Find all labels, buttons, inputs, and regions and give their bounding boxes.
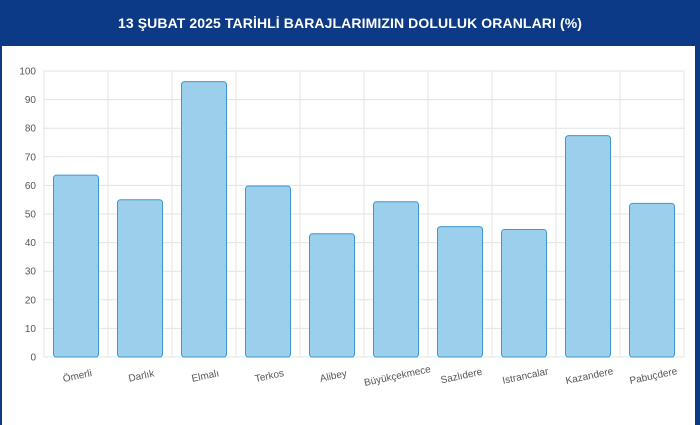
y-tick-label: 70 (25, 152, 37, 163)
x-category-label: Alibey (319, 368, 348, 384)
x-category-label: Darlık (128, 368, 157, 384)
x-category-label: Ömerli (62, 367, 93, 385)
bar (501, 228, 547, 358)
x-category-label: Istrancalar (502, 366, 551, 387)
y-tick-label: 10 (25, 324, 37, 335)
bar (181, 81, 227, 358)
y-axis-ticks: 0 10 20 30 40 50 60 70 80 90 100 (19, 67, 36, 364)
y-tick-label: 60 (25, 181, 37, 192)
bar (53, 174, 99, 358)
bar (565, 135, 611, 358)
y-tick-label: 30 (25, 267, 37, 278)
chart-title: 13 ŞUBAT 2025 TARİHLİ BARAJLARIMIZIN DOL… (117, 15, 583, 31)
y-tick-label: 20 (25, 295, 37, 306)
bars (53, 81, 675, 358)
bar (437, 226, 483, 358)
y-tick-label: 100 (19, 67, 36, 78)
bar (629, 202, 675, 358)
chart-header: 13 ŞUBAT 2025 TARİHLİ BARAJLARIMIZIN DOL… (0, 0, 700, 46)
y-tick-label: 40 (25, 238, 37, 249)
x-category-label: Elmalı (191, 368, 220, 385)
y-tick-label: 50 (25, 210, 37, 221)
y-tick-label: 80 (25, 124, 37, 135)
x-category-label: Büyükçekmece (363, 364, 432, 389)
y-tick-label: 0 (30, 353, 36, 364)
x-category-label: Terkos (254, 368, 285, 385)
x-category-label: Sazlıdere (440, 367, 484, 387)
y-tick-label: 90 (25, 95, 37, 106)
bar (245, 185, 291, 358)
x-category-label: Kazandere (565, 366, 615, 387)
bar (117, 199, 163, 358)
bar (309, 233, 355, 358)
bar (373, 201, 419, 358)
x-axis-labels: Ömerli Darlık Elmalı Terkos Alibey Büyükçekme… (62, 364, 679, 389)
x-category-label: Pabuçdere (629, 366, 679, 387)
